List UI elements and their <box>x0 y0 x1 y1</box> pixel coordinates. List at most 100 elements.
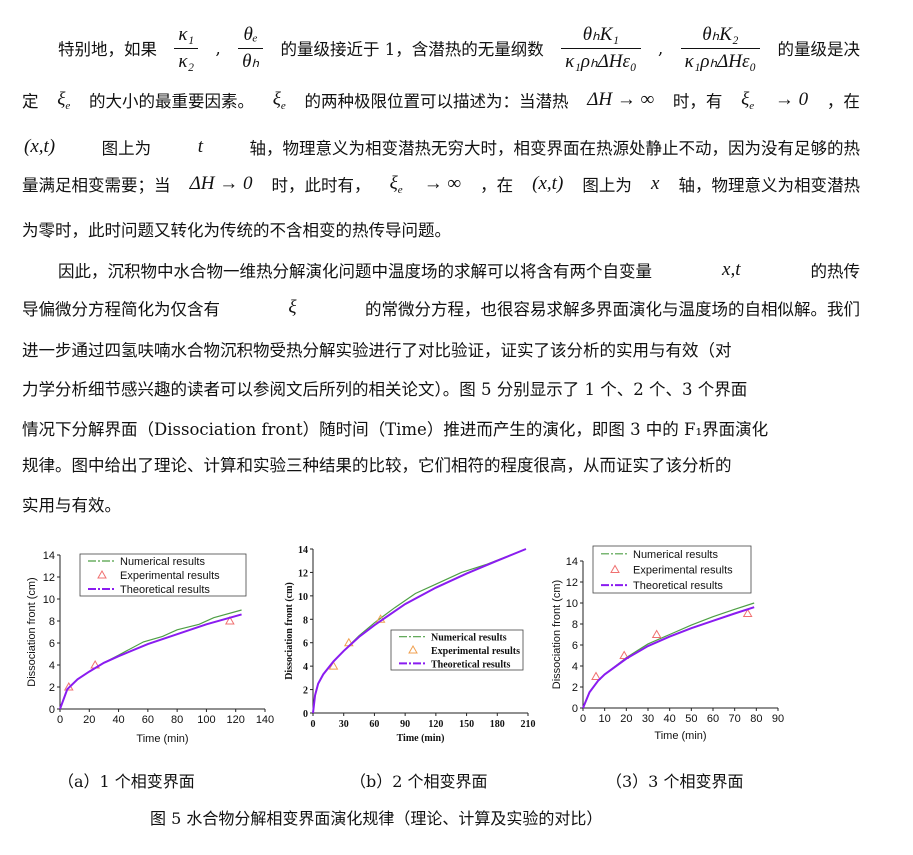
legend-label: Experimental results <box>633 565 733 577</box>
y-tick-label: 2 <box>572 682 578 694</box>
math-symbol: (x,t) <box>24 136 55 158</box>
text-run: 规律。图中给出了理论、计算和实验三种结果的比较，它们相符的程度很高，从而证实了该… <box>22 456 732 475</box>
math-base: ξ <box>272 88 281 110</box>
math-fraction: κ₁ κ₂ <box>174 22 199 75</box>
x-tick-label: 0 <box>580 713 586 725</box>
y-tick-label: 6 <box>572 640 578 652</box>
y-tick-label: 8 <box>572 619 578 631</box>
text-run: 时，此时有， <box>271 176 371 195</box>
y-axis-label: Dissociation front (cm) <box>26 577 38 686</box>
math-fraction: θₑ θₕ <box>238 22 264 75</box>
numerical-line <box>59 609 242 710</box>
text-run: 力学分析细节感兴趣的读者可以参阅文后所列的相关论文）。图 5 分别显示了 1 个… <box>22 380 748 399</box>
figure-caption: 图 5 水合物分解相变界面演化规律（理论、计算及实验的对比） <box>150 809 603 828</box>
y-tick-label: 12 <box>566 577 578 589</box>
x-tick-label: 80 <box>171 714 183 726</box>
x-tick-label: 210 <box>521 719 536 730</box>
math-base: ξ <box>288 297 297 318</box>
y-tick-label: 10 <box>298 592 308 603</box>
text-line: 导偏微分方程简化为仅含有 ξ 的常微分方程，也很容易求解多界面演化与温度场的自相似解… <box>22 296 860 320</box>
math-base: ΔH → ∞ <box>587 89 655 110</box>
y-tick-label: 0 <box>49 704 55 716</box>
x-tick-label: 20 <box>83 714 95 726</box>
text-run: 的两种极限位置可以描述为：当潜热 <box>304 92 569 111</box>
text-line: (x,t) 图上为 t 轴，物理意义为相变潜热无穷大时，相变界面在热源处静止不动，因为… <box>22 135 860 159</box>
math-base: t <box>197 136 203 157</box>
text-run: 轴，物理意义为相变潜热 <box>678 176 860 195</box>
text-run: 的量级是决 <box>777 40 861 60</box>
legend-label: Numerical results <box>633 549 718 561</box>
x-tick-label: 60 <box>707 713 719 725</box>
math-subscript: e <box>280 99 286 112</box>
math-fraction: θₕK₂ κ₁ρₕΔHε₀ <box>680 22 761 74</box>
y-tick-label: 10 <box>566 598 578 610</box>
math-base: x <box>650 173 660 194</box>
legend-triangle-icon <box>610 564 620 573</box>
math-symbol: t <box>198 136 203 158</box>
fraction-denominator: κ₂ <box>174 47 199 75</box>
x-tick-label: 140 <box>256 714 274 726</box>
fraction-numerator: κ₁ <box>178 24 195 45</box>
math-base: (x,t) <box>532 173 564 194</box>
legend-label: Theoretical results <box>633 580 723 592</box>
y-axis-label: Dissociation front (cm) <box>551 580 563 689</box>
legend-triangle-icon <box>408 644 418 654</box>
x-tick-label: 150 <box>459 719 474 730</box>
text-line: 定 ξe 的大小的最重要因素。 ξe 的两种极限位置可以描述为：当潜热 ΔH → ∞ 时，有… <box>22 88 860 112</box>
math-symbol: ξe <box>390 173 403 196</box>
math-symbol: ΔH → 0 <box>190 173 253 195</box>
math-symbol: (x,t) <box>532 173 563 195</box>
x-tick-label: 60 <box>369 719 379 730</box>
chart-legend: Numerical results Experimental results The… <box>390 629 524 671</box>
text-run: 为零时，此时问题又转化为传统的不含相变的热传导问题。 <box>22 221 451 240</box>
text-line: 为零时，此时问题又转化为传统的不含相变的热传导问题。 <box>22 217 860 241</box>
text-run: 特别地，如果 <box>58 40 157 60</box>
math-symbol: ΔH → ∞ <box>587 89 654 111</box>
experimental-point <box>328 661 339 670</box>
text-run: , <box>215 38 221 58</box>
math-base: → 0 <box>774 89 809 110</box>
text-line: 因此，沉积物中水合物一维热分解演化问题中温度场的求解可以将含有两个自变量 x,t 的… <box>58 258 860 282</box>
theoretical-line <box>59 613 242 710</box>
math-subscript: e <box>65 99 71 112</box>
y-tick-label: 6 <box>49 638 55 650</box>
y-tick-label: 14 <box>43 550 55 562</box>
experimental-point <box>651 629 662 638</box>
y-tick-label: 0 <box>572 703 578 715</box>
x-axis-label: Time (min) <box>654 730 706 742</box>
math-base: ΔH → 0 <box>189 173 253 194</box>
x-tick-label: 40 <box>664 713 676 725</box>
subcaption-c: （3）3 个相变界面 <box>606 772 744 791</box>
y-axis-label: Dissociation front (cm) <box>284 582 295 680</box>
legend-label: Theoretical results <box>431 659 510 670</box>
x-axis-label: Time (min) <box>397 733 445 744</box>
legend-label: Experimental results <box>120 570 220 582</box>
x-tick-label: 30 <box>642 713 654 725</box>
text-run: 图上为 <box>582 176 632 195</box>
legend-label: Numerical results <box>120 556 205 568</box>
x-tick-label: 90 <box>400 719 410 730</box>
math-symbol: ξe <box>273 89 286 112</box>
x-tick-label: 90 <box>772 713 784 725</box>
text-line: 规律。图中给出了理论、计算和实验三种结果的比较，它们相符的程度很高，从而证实了该… <box>22 452 860 476</box>
chart-2: 0 10 20 30 40 50 60 70 80 90 0 2 4 6 8 10 12 14 Time (min)… <box>551 545 784 742</box>
theoretical-line <box>582 606 755 709</box>
y-tick-label: 4 <box>49 660 55 672</box>
fraction-denominator: θₕ <box>238 47 264 75</box>
x-tick-label: 0 <box>57 714 63 726</box>
math-fraction: θₕK₁ κ₁ρₕΔHε₀ <box>561 22 641 74</box>
fraction-denominator: κ₁ρₕΔHε₀ <box>561 47 641 75</box>
math-base: ξ <box>57 88 66 110</box>
x-tick-label: 40 <box>112 714 124 726</box>
y-tick-label: 2 <box>303 686 308 697</box>
x-tick-label: 80 <box>750 713 762 725</box>
fraction-numerator: θₕK₁ <box>582 24 620 45</box>
math-base: (x,t) <box>24 136 56 157</box>
chart-legend: Numerical results Experimental results The… <box>592 545 752 594</box>
text-run: 实用与有效。 <box>22 496 121 515</box>
y-tick-label: 10 <box>43 594 55 606</box>
theoretical-line <box>312 548 527 714</box>
legend-label: Theoretical results <box>120 584 210 596</box>
y-tick-label: 4 <box>572 661 578 673</box>
